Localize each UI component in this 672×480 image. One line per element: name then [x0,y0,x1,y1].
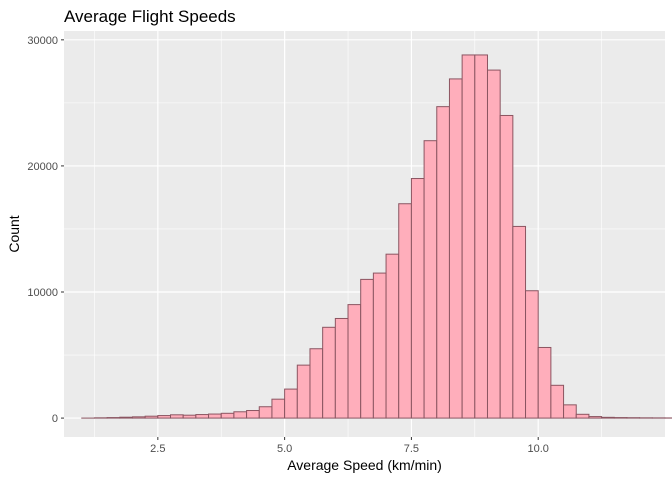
histogram-bar [309,348,324,419]
histogram-bar [144,415,159,419]
x-axis-title: Average Speed (km/min) [287,457,442,473]
histogram-bars [81,54,672,419]
histogram-bar [258,406,273,419]
histogram-bar [220,412,235,419]
y-tick-label: 0 [52,413,58,425]
x-tick-label: 10.0 [527,443,548,455]
histogram-bar [512,225,527,419]
histogram-bar [334,317,349,419]
histogram-bar [613,417,628,419]
histogram-bar [170,414,184,419]
histogram-bar [347,304,362,419]
histogram-bar [233,411,248,419]
histogram-bar [563,404,577,419]
histogram-bar [499,114,514,419]
histogram-bar [474,54,488,419]
histogram-bar [461,54,476,419]
x-tick-label: 5.0 [277,443,292,455]
x-axis-ticks: 2.5 5.0 7.5 10.0 [150,437,549,455]
histogram-bar [550,384,565,419]
histogram-bar [398,203,412,419]
histogram-bar [601,416,615,419]
histogram-bar [372,272,387,419]
y-axis-title: Count [6,215,22,252]
chart-title: Average Flight Speeds [64,7,236,26]
histogram-bar [246,410,260,419]
histogram-bar [486,69,501,419]
y-axis-ticks: 0 10000 20000 30000 [27,35,64,425]
histogram-bar [525,290,539,419]
histogram-bar [284,388,298,419]
histogram-bar [537,346,552,419]
histogram-bar [322,326,336,419]
histogram-bar [436,106,450,419]
histogram-bar [385,253,400,419]
y-tick-label: 20000 [27,161,58,173]
histogram-bar [131,416,146,419]
histogram-bar [410,178,425,419]
histogram-bar [423,140,438,419]
histogram-bar [157,415,172,419]
histogram-bar [106,417,121,419]
y-tick-label: 10000 [27,287,58,299]
x-tick-label: 2.5 [150,443,165,455]
histogram-bar [575,413,590,419]
histogram-bar [296,364,311,419]
histogram-bar [195,414,210,419]
histogram-bar [208,413,222,419]
y-tick-label: 30000 [27,35,58,47]
x-tick-label: 7.5 [404,443,419,455]
histogram-bar [588,416,603,419]
histogram-bar [119,416,133,419]
histogram-bar [182,414,197,419]
histogram-bar [271,398,286,419]
histogram-bar [360,278,374,419]
histogram-bar [448,78,463,419]
